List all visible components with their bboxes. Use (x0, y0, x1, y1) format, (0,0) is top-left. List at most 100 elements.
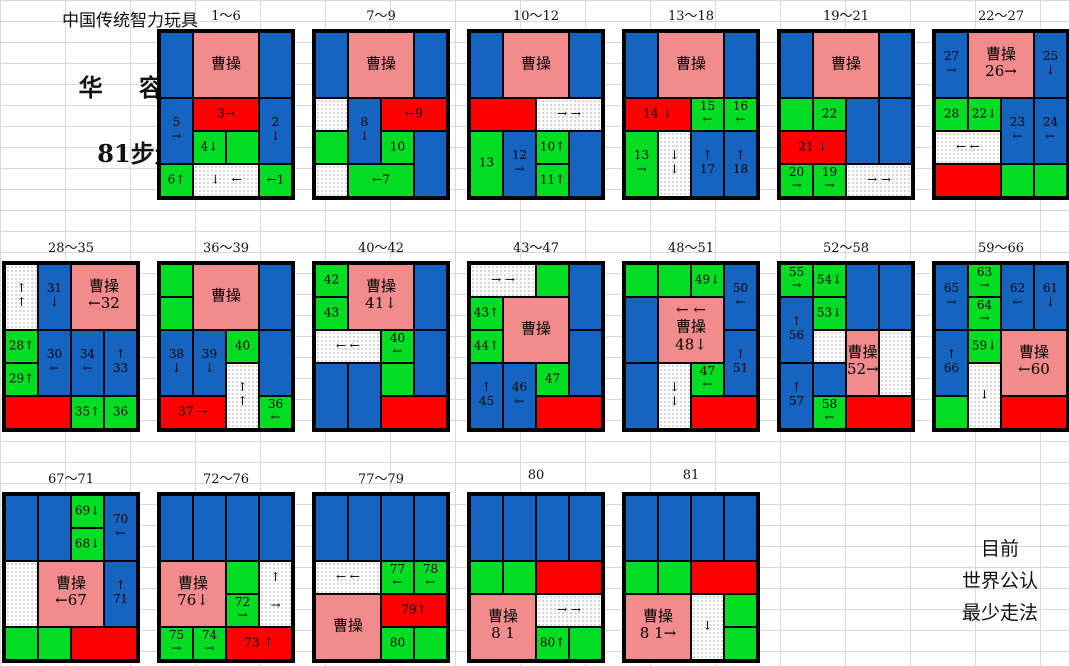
general-block: ↑ 17 (691, 131, 724, 197)
general-block: 27 → (935, 32, 968, 98)
general-block: 65 → (935, 264, 968, 330)
step-range-label: 43～47 (512, 241, 560, 256)
general-block: 50 ← (724, 264, 757, 330)
block-label: 36 ← (267, 396, 284, 425)
block-label: 78 ← (422, 561, 439, 590)
cao-cao-block: 曹操 (348, 32, 414, 98)
board-panel: 77～79 ← ← 77 ← 78 ← 曹操 79↑ 80 (312, 472, 450, 663)
general-block (160, 32, 193, 98)
soldier-block: 80 (381, 627, 414, 660)
soldier-block: 36 ← (259, 396, 292, 429)
general-block: 12 → (503, 131, 536, 197)
soldier-block: 13 → (625, 131, 658, 197)
block-label: 3→ (217, 105, 235, 120)
general-block: ↑ 51 (724, 330, 757, 396)
block-label: 22 (821, 105, 838, 120)
note-line: 目前 (980, 538, 1019, 560)
general-block (625, 495, 658, 561)
subtitle: 中国传统智力玩具 (62, 11, 198, 31)
general-block (724, 32, 757, 98)
soldier-block: 68↓ (71, 528, 104, 561)
block-label: 6↑ (167, 171, 186, 186)
general-block (348, 363, 381, 429)
guan-yu-block: 73 ↑ (226, 627, 292, 660)
general-block (569, 495, 602, 561)
step-range-label: 40～42 (357, 241, 405, 256)
guan-yu-block (71, 627, 137, 660)
board-panel: 81 曹操 8 1→ ↓ (622, 468, 760, 663)
cao-cao-block: 曹操 26→ (968, 32, 1034, 98)
general-block: 62 ← (1001, 264, 1034, 330)
general-block: 25 ↓ (1034, 32, 1067, 98)
general-block: 30 ← (38, 330, 71, 396)
general-block (414, 264, 447, 330)
general-block: 61 ↓ (1034, 264, 1067, 330)
soldier-block: 40 (226, 330, 259, 363)
cao-cao-block: 曹操 41↓ (348, 264, 414, 330)
general-block (691, 495, 724, 561)
board-panel: 48～51 49↓ 50 ← ← ← 曹操 48↓ ↑ 51 ↓ ↓ 47 ← (622, 241, 760, 432)
general-block: 23 ← (1001, 98, 1034, 164)
block-label: 47 (544, 370, 561, 385)
block-label: 14 ↓ (643, 105, 673, 120)
general-block: ↑ 66 (935, 330, 968, 396)
general-block (879, 98, 912, 164)
block-label: 77 ← (389, 561, 406, 590)
soldier-block (226, 131, 259, 164)
empty-space: → → (536, 98, 602, 131)
soldier-block: 72 → (226, 594, 259, 627)
block-label: 46 ← (511, 379, 528, 408)
block-label: 20 → (788, 164, 805, 193)
soldier-block (160, 264, 193, 297)
general-block: ↑ 33 (104, 330, 137, 396)
block-label: → → (557, 601, 581, 616)
block-label: 63 → (976, 264, 993, 293)
soldier-block (1034, 164, 1067, 197)
block-label: ← ← (336, 568, 360, 583)
block-label: 15 ← (699, 98, 716, 127)
soldier-block (414, 627, 447, 660)
cao-cao-block: 曹操 52→ (846, 330, 879, 396)
cao-cao-block: 曹操 (193, 32, 259, 98)
soldier-block: 36 (104, 396, 137, 429)
soldier-block (569, 627, 602, 660)
board-panel: 36～39 曹操 38 ↓ 39 ↓ 40 ↑ ↑ 37 → 36 ← (157, 241, 295, 432)
puzzle-board: 曹操 38 ↓ 39 ↓ 40 ↑ ↑ 37 → 36 ← (157, 261, 295, 432)
block-label: ↑ 45 (478, 379, 495, 408)
general-block (259, 495, 292, 561)
block-label: 曹操 41↓ (365, 277, 397, 313)
general-block: 39 ↓ (193, 330, 226, 396)
block-label: 44↑ (473, 337, 500, 352)
block-label: 65 → (943, 280, 960, 309)
soldier-block: 13 (470, 131, 503, 197)
block-label: ←9 (405, 105, 423, 120)
soldier-block: 42 (315, 264, 348, 297)
general-block (813, 363, 846, 396)
block-label: → → (867, 171, 891, 186)
soldier-block (935, 396, 968, 429)
puzzle-board: 69↓ 70 ← 68↓ 曹操 ←67 ↑ 71 (2, 492, 140, 663)
empty-space: ← ← (315, 330, 381, 363)
block-label: ↑ 51 (732, 346, 749, 375)
soldier-block: 22 (813, 98, 846, 131)
empty-space: → → (470, 264, 536, 297)
board-panel: 43～47 → → 43↑ 曹操 44↑ ↑ 45 46 ← 47 (467, 241, 605, 432)
general-block: ↑ 56 (780, 297, 813, 363)
cao-cao-block: ← ← 曹操 48↓ (658, 297, 724, 363)
puzzle-board: 曹操 8 1 → → 80↑ (467, 492, 605, 663)
block-label: 曹操 (210, 54, 241, 73)
block-label: 曹操 8 1 (487, 607, 518, 643)
block-label: ↑ 17 (699, 147, 716, 176)
soldier-block: 59↓ (968, 330, 1001, 363)
block-label: ↑ 71 (112, 577, 129, 606)
soldier-block: 15 ← (691, 98, 724, 131)
general-block (470, 32, 503, 98)
block-label: 34 ← (79, 346, 96, 375)
general-block (879, 264, 912, 330)
general-block (348, 495, 381, 561)
block-label: 38 ↓ (168, 346, 185, 375)
soldier-block (625, 264, 658, 297)
board-panel: 7～9 曹操 8 ↓ ←9 10 ←7 (312, 9, 450, 200)
board-panel: 13～18 曹操 14 ↓ 15 ← 16 ← 13 → ↓ ↓ ↑ 17 ↑ 18 (622, 9, 760, 200)
cao-cao-block: 曹操 8 1 (470, 594, 536, 660)
